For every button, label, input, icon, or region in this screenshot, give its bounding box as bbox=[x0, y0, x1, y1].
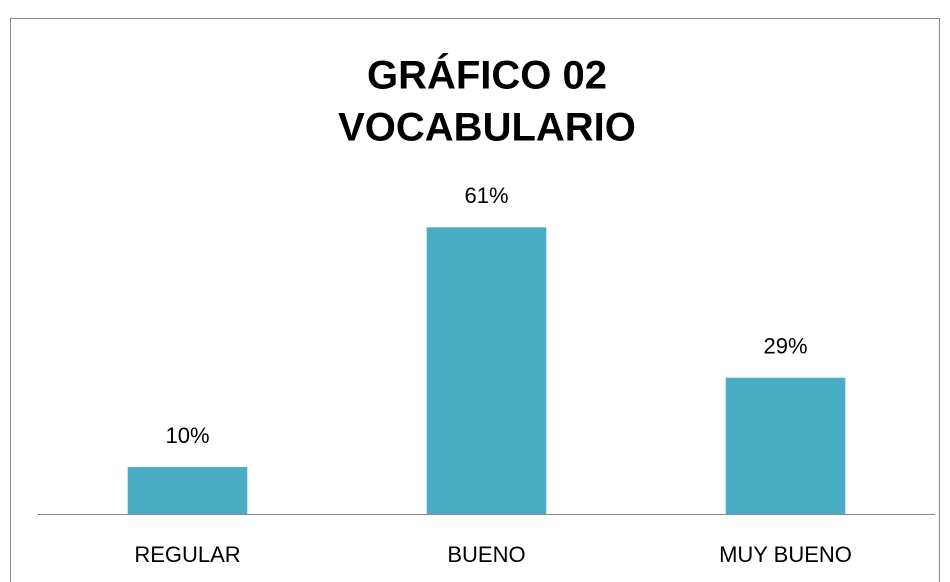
data-label: 61% bbox=[464, 183, 508, 208]
x-tick-label: REGULAR bbox=[134, 542, 240, 567]
bar bbox=[426, 227, 547, 515]
x-tick-label: MUY BUENO bbox=[719, 542, 852, 567]
chart-title: GRÁFICO 02 bbox=[367, 53, 607, 98]
bar bbox=[127, 467, 248, 514]
chart-title: VOCABULARIO bbox=[338, 106, 636, 150]
x-tick-label: BUENO bbox=[447, 542, 525, 567]
data-label: 10% bbox=[165, 423, 209, 448]
bar bbox=[725, 377, 846, 514]
data-label: 29% bbox=[763, 334, 807, 359]
